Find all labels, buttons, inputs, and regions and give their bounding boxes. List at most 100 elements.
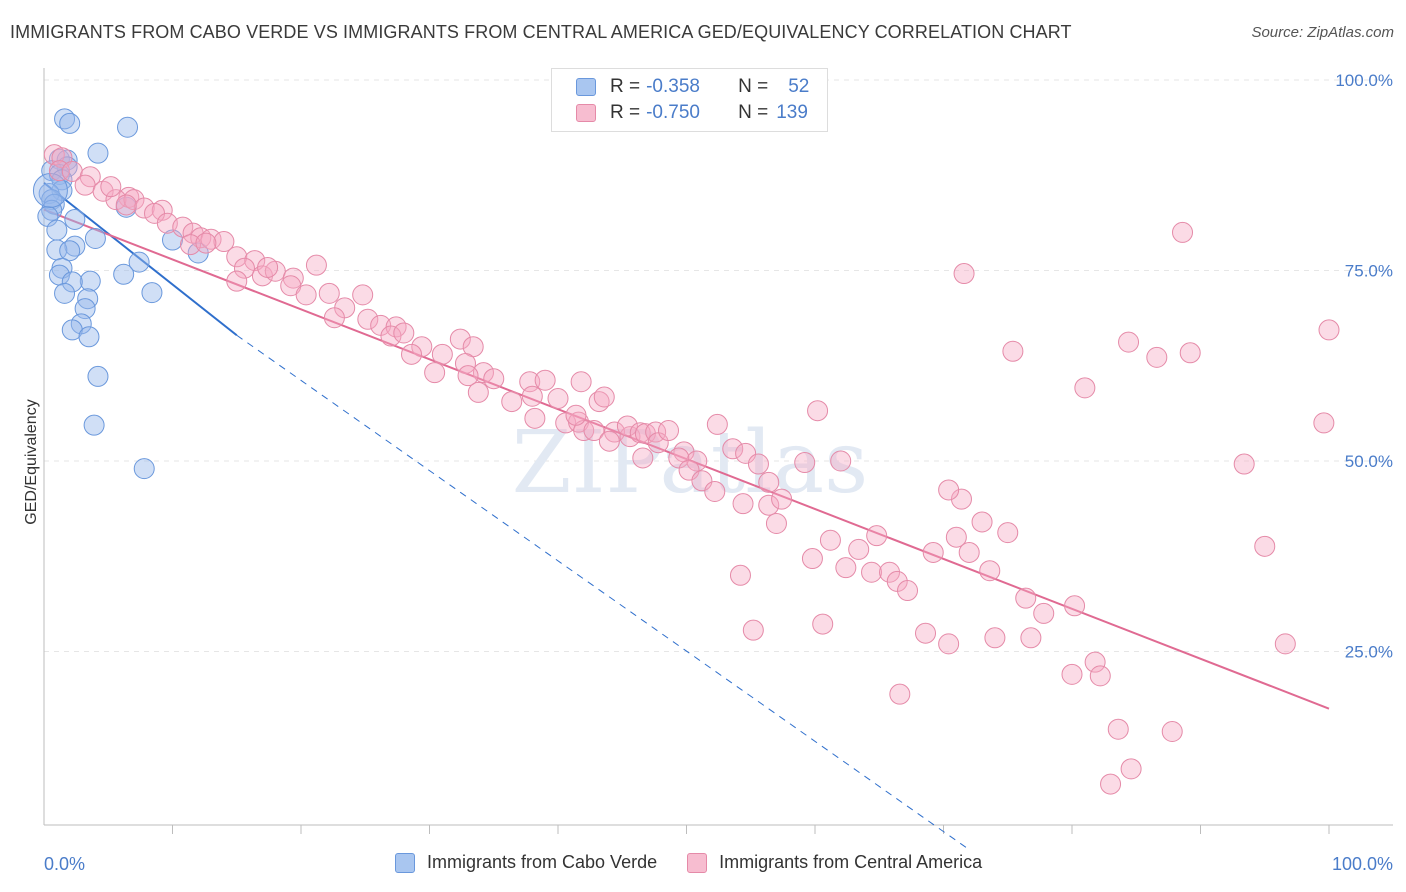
data-point <box>226 246 248 268</box>
data-point <box>115 194 137 216</box>
grid-lines <box>44 79 1393 652</box>
data-point <box>1118 331 1140 353</box>
data-point <box>938 633 960 655</box>
data-point <box>1074 377 1096 399</box>
chart-title: IMMIGRANTS FROM CABO VERDE VS IMMIGRANTS… <box>10 22 1072 42</box>
data-point <box>729 564 751 586</box>
data-point <box>1179 342 1201 364</box>
legend-item-central-america[interactable]: Immigrants from Central America <box>687 852 982 873</box>
data-point <box>704 480 726 502</box>
data-point <box>1233 453 1255 475</box>
legend-item-cabo-verde[interactable]: Immigrants from Cabo Verde <box>395 852 657 873</box>
data-point <box>501 391 523 413</box>
x-tick-labels: 0.0% 100.0% <box>44 854 1393 874</box>
data-point <box>380 325 402 347</box>
data-point <box>424 362 446 384</box>
data-point <box>742 619 764 641</box>
data-point <box>431 343 453 365</box>
n-value: 139 <box>776 102 808 123</box>
data-point <box>59 240 81 262</box>
legend-swatch-pink <box>687 852 708 873</box>
data-point <box>547 388 569 410</box>
data-point <box>1064 595 1086 617</box>
data-point <box>1033 602 1055 624</box>
data-point <box>78 326 100 348</box>
data-point <box>616 415 638 437</box>
data-point <box>1161 721 1183 743</box>
data-point <box>472 362 494 384</box>
r-label: R = <box>610 102 641 123</box>
data-point <box>46 219 68 241</box>
data-point <box>305 254 327 276</box>
data-point <box>105 189 127 211</box>
data-point <box>172 216 194 238</box>
data-point <box>1015 587 1037 609</box>
r-value: -0.358 <box>646 76 700 97</box>
trend-line-cabo-verde <box>43 182 238 337</box>
data-point <box>467 381 489 403</box>
data-point <box>352 284 374 306</box>
data-point <box>984 627 1006 649</box>
data-point <box>87 142 109 164</box>
data-point <box>1318 319 1340 341</box>
data-point <box>534 369 556 391</box>
data-point <box>1084 651 1106 673</box>
data-point <box>997 522 1019 544</box>
y-tick-label: 25.0% <box>1345 643 1393 662</box>
data-point <box>598 430 620 452</box>
data-point <box>835 557 857 579</box>
data-point <box>879 561 901 583</box>
legend-row-central-america: R = -0.750 N = 139 <box>576 101 808 125</box>
series-central-america <box>43 144 1340 795</box>
data-point <box>117 116 139 138</box>
data-point <box>54 282 76 304</box>
data-point <box>1146 346 1168 368</box>
trend-line-extension <box>236 334 970 851</box>
data-point <box>257 256 279 278</box>
y-axis-title: GED/Equivalency <box>23 399 40 524</box>
data-point <box>226 270 248 292</box>
data-point <box>87 365 109 387</box>
x-tick-label: 0.0% <box>44 854 85 874</box>
axes <box>43 68 1393 834</box>
data-point <box>915 622 937 644</box>
data-point <box>747 453 769 475</box>
data-point <box>1120 758 1142 780</box>
legend-swatch-blue <box>395 852 415 873</box>
data-point <box>1002 340 1024 362</box>
data-point <box>686 450 708 472</box>
data-point <box>393 322 415 344</box>
r-label: R = <box>610 76 641 97</box>
data-point <box>318 282 340 304</box>
data-point <box>771 488 793 510</box>
data-point <box>593 386 615 408</box>
data-point <box>807 400 829 422</box>
data-point <box>323 307 345 329</box>
n-label: N = <box>738 76 769 97</box>
y-tick-label: 100.0% <box>1335 71 1393 90</box>
data-point <box>922 541 944 563</box>
data-point <box>411 336 433 358</box>
data-point <box>647 432 669 454</box>
data-point <box>812 613 834 635</box>
data-point <box>758 494 780 516</box>
data-point <box>100 176 122 198</box>
data-point <box>449 328 471 350</box>
r-value: -0.750 <box>646 102 700 123</box>
data-point <box>79 270 101 292</box>
data-point <box>61 271 83 293</box>
legend-row-cabo-verde: R = -0.358 N = 52 <box>576 75 809 99</box>
data-point <box>722 438 744 460</box>
data-point <box>945 526 967 548</box>
legend-swatch-pink <box>576 104 596 122</box>
source-label: Source: ZipAtlas.com <box>1251 24 1394 41</box>
data-point <box>141 282 163 304</box>
data-point <box>280 275 302 297</box>
n-label: N = <box>738 102 769 123</box>
data-point <box>74 174 96 196</box>
data-point <box>1089 665 1111 687</box>
data-point <box>629 422 651 444</box>
data-point <box>1274 633 1296 655</box>
y-tick-label: 50.0% <box>1345 452 1393 471</box>
